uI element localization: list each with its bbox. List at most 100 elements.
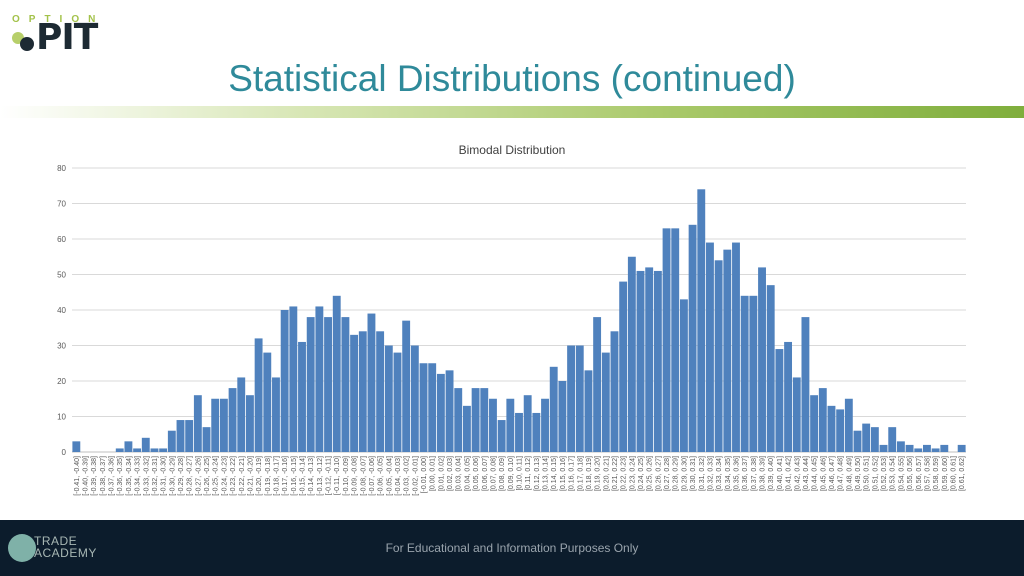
bar — [523, 395, 532, 452]
bar — [237, 377, 246, 452]
bar — [176, 420, 185, 452]
x-tick-label: [0.11, 0.12] — [525, 456, 532, 491]
bar — [272, 377, 280, 452]
x-tick-label: [-0.28, -0.27] — [187, 456, 194, 496]
bar — [801, 317, 810, 452]
bar — [714, 260, 723, 452]
bar — [766, 285, 775, 452]
x-tick-label: [0.52, 0.53] — [881, 456, 888, 491]
bar — [575, 345, 584, 452]
bar — [896, 441, 905, 452]
logo-line-2: ACADEMY — [34, 546, 97, 560]
x-tick-label: [0.28, 0.29] — [673, 456, 680, 491]
x-tick-label: [-0.25, -0.24] — [213, 456, 220, 496]
bar — [202, 427, 211, 452]
bar — [905, 444, 914, 452]
x-tick-label: [0.37, 0.38] — [751, 456, 758, 491]
x-tick-label: [0.38, 0.39] — [760, 456, 767, 491]
y-tick-label: 80 — [57, 164, 66, 173]
x-tick-label: [-0.30, -0.29] — [169, 456, 176, 496]
slide-title: Statistical Distributions (continued) — [228, 58, 796, 99]
y-tick-label: 10 — [57, 413, 66, 422]
bars — [72, 189, 966, 453]
y-tick-label: 50 — [57, 271, 66, 280]
bar — [810, 395, 819, 452]
x-tick-label: [0.07, 0.08] — [490, 456, 497, 491]
bar — [471, 388, 480, 452]
bar — [167, 430, 176, 452]
x-tick-label: [-0.18, -0.17] — [273, 456, 280, 496]
bar — [792, 377, 801, 452]
x-tick-label: [0.03, 0.04] — [456, 456, 463, 491]
bar — [480, 388, 489, 452]
bar — [193, 395, 202, 452]
bar — [940, 444, 949, 452]
bar — [393, 352, 402, 452]
bar — [740, 295, 749, 452]
x-tick-label: [0.02, 0.03] — [447, 456, 454, 491]
bar — [645, 267, 654, 452]
bar — [567, 345, 576, 452]
x-tick-label: [0.58, 0.59] — [933, 456, 940, 491]
x-tick-label: [0.46, 0.47] — [829, 456, 836, 491]
x-tick-label: [-0.33, -0.32] — [143, 456, 150, 496]
x-tick-label: [-0.16, -0.15] — [291, 456, 298, 496]
bar — [211, 398, 220, 452]
bar — [827, 405, 836, 452]
bar — [332, 295, 341, 452]
bar — [653, 270, 662, 452]
y-tick-label: 20 — [57, 377, 66, 386]
x-tick-label: [0.18, 0.19] — [586, 456, 593, 491]
bar — [298, 341, 306, 452]
y-tick-label: 30 — [57, 342, 66, 351]
bar — [627, 256, 636, 452]
x-tick-label: [-0.24, -0.23] — [221, 456, 228, 496]
x-tick-label: [0.31, 0.32] — [699, 456, 706, 491]
x-tick-label: [0.61, 0.62] — [959, 456, 966, 491]
bar — [124, 441, 133, 452]
bar — [358, 331, 367, 452]
bar — [732, 242, 740, 452]
x-tick-label: [0.20, 0.21] — [603, 456, 610, 491]
bar — [593, 317, 602, 452]
x-tick-label: [0.60, 0.61] — [950, 456, 957, 491]
bar — [280, 310, 289, 452]
x-tick-label: [-0.38, -0.37] — [100, 456, 107, 496]
x-tick-label: [-0.09, -0.08] — [352, 456, 359, 496]
x-tick-label: [-0.03, -0.02] — [404, 456, 411, 496]
x-tick-label: [0.45, 0.46] — [820, 456, 827, 491]
x-tick-label: [-0.37, -0.36] — [109, 456, 116, 496]
x-tick-label: [-0.10, -0.09] — [343, 456, 350, 496]
x-tick-label: [-0.08, -0.07] — [360, 456, 367, 496]
footer-disclaimer: For Educational and Information Purposes… — [385, 541, 639, 555]
x-tick-label: [0.00, 0.01] — [430, 456, 437, 491]
logo-mark-icon — [12, 32, 34, 51]
y-tick-label: 40 — [57, 306, 66, 315]
x-tick-label: [-0.35, -0.34] — [126, 456, 133, 496]
title-underline-bar — [0, 106, 1024, 118]
bar — [723, 249, 732, 452]
bar — [150, 448, 159, 452]
x-tick-label: [-0.04, -0.03] — [395, 456, 402, 496]
bar — [671, 228, 680, 452]
bar — [341, 317, 350, 452]
bar — [497, 420, 506, 452]
bar — [923, 444, 931, 452]
x-tick-label: [0.25, 0.26] — [647, 456, 654, 491]
x-tick-label: [0.36, 0.37] — [742, 456, 749, 491]
x-tick-label: [0.42, 0.43] — [794, 456, 801, 491]
bar — [436, 373, 445, 452]
x-tick-label: [0.10, 0.11] — [517, 456, 524, 491]
x-tick-label: [0.16, 0.17] — [569, 456, 576, 491]
x-tick-label: [-0.07, -0.06] — [369, 456, 376, 496]
bar — [115, 448, 124, 452]
x-tick-label: [-0.01, 0.00] — [421, 456, 428, 493]
x-tick-label: [0.05, 0.06] — [473, 456, 480, 491]
x-tick-label: [0.23, 0.24] — [629, 456, 636, 491]
trade-academy-logo: TRADE ACADEMY — [8, 534, 108, 564]
x-tick-label: [0.19, 0.20] — [595, 456, 602, 491]
x-tick-label: [0.21, 0.22] — [612, 456, 619, 491]
x-tick-label: [0.35, 0.36] — [733, 456, 740, 491]
bar — [185, 420, 194, 452]
x-tick-label: [-0.39, -0.38] — [91, 456, 98, 496]
